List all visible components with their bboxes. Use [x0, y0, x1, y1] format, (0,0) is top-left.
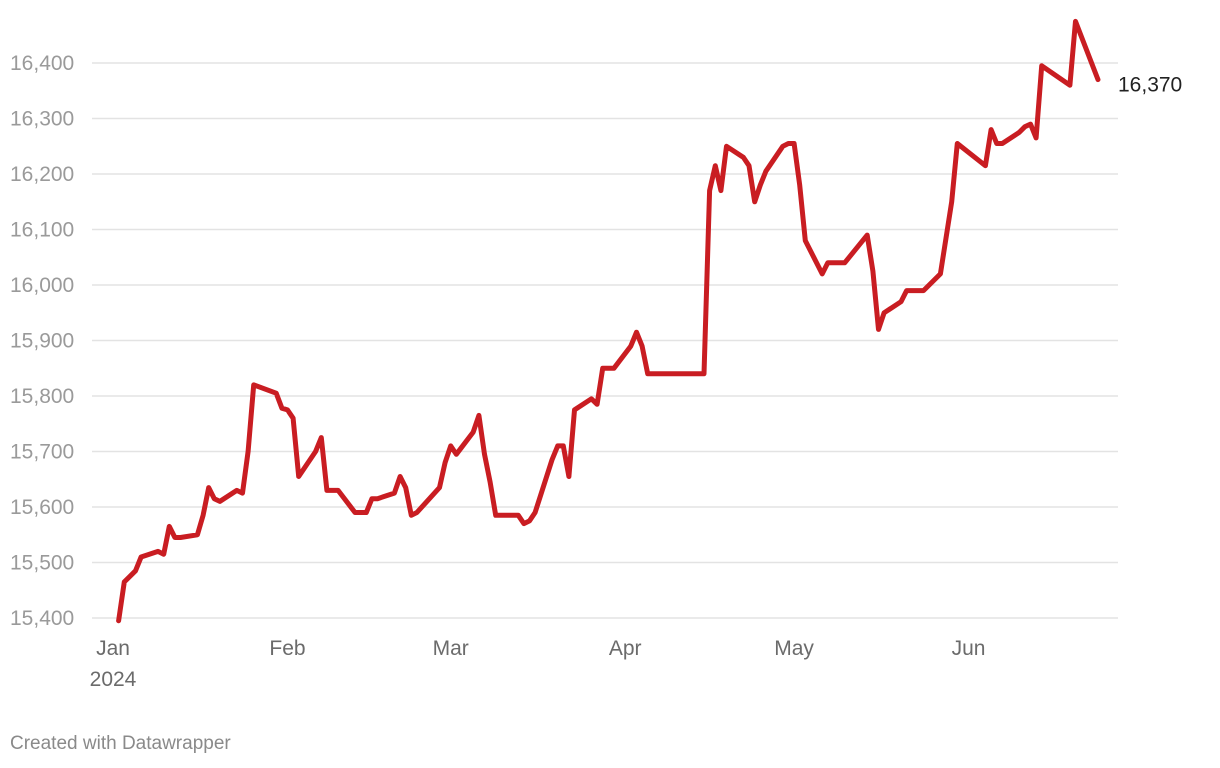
x-tick-label: Jun: [952, 637, 986, 660]
x-tick-sublabel: 2024: [90, 668, 137, 691]
gridlines: [92, 62, 1118, 619]
y-axis-tick-labels: 15,400 15,500 15,600 15,700 15,800 15,900 16,0…: [10, 52, 74, 630]
x-tick-label: Apr: [609, 637, 642, 660]
y-tick-label: 16,400: [10, 52, 74, 75]
y-tick-label: 15,500: [10, 552, 74, 575]
y-tick-label: 16,000: [10, 274, 74, 297]
series-layer: [116, 18, 1101, 624]
x-tick-label: Mar: [433, 637, 469, 660]
y-tick-label: 15,900: [10, 330, 74, 353]
y-tick-label: 15,400: [10, 607, 74, 630]
credit-text: Created with Datawrapper: [10, 733, 231, 754]
x-axis-tick-labels: Jan 2024 Feb Mar Apr May Jun: [90, 637, 986, 691]
y-tick-label: 15,800: [10, 385, 74, 408]
y-tick-label: 16,100: [10, 219, 74, 242]
y-tick-label: 15,700: [10, 441, 74, 464]
series-line: [116, 18, 1101, 624]
y-tick-label: 16,300: [10, 108, 74, 131]
y-tick-label: 15,600: [10, 496, 74, 519]
x-tick-label: May: [774, 637, 814, 660]
y-tick-label: 16,200: [10, 163, 74, 186]
end-value-label: 16,370: [1118, 74, 1182, 97]
x-tick-label: Jan: [96, 637, 130, 660]
x-tick-label: Feb: [269, 637, 305, 660]
